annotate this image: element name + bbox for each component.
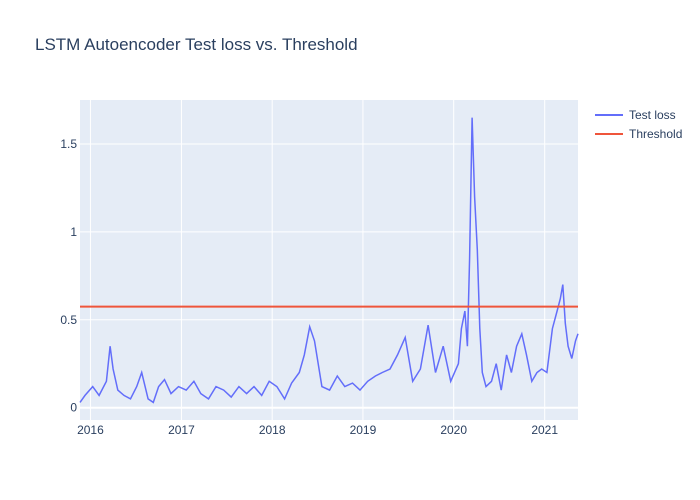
y-tick-label: 1.5	[60, 137, 77, 151]
x-tick-label: 2016	[77, 423, 104, 437]
y-tick-label: 0.5	[60, 313, 77, 327]
x-tick-label: 2017	[168, 423, 195, 437]
x-gridlines	[89, 100, 546, 420]
x-tick-labels: 2016 2017 2018 2019 2020 2021	[77, 423, 558, 437]
legend-label-threshold[interactable]: Threshold	[629, 127, 682, 141]
x-tick-label: 2020	[440, 423, 467, 437]
x-tick-label: 2019	[350, 423, 377, 437]
legend[interactable]: Test loss Threshold	[595, 108, 682, 141]
chart-title: LSTM Autoencoder Test loss vs. Threshold	[35, 35, 358, 54]
x-tick-label: 2021	[531, 423, 558, 437]
y-tick-labels: 0 0.5 1 1.5	[60, 137, 77, 415]
legend-label-test-loss[interactable]: Test loss	[629, 108, 676, 122]
series-test-loss-line	[79, 117, 579, 404]
y-tick-label: 0	[70, 401, 77, 415]
y-gridlines	[80, 143, 578, 409]
y-tick-label: 1	[70, 225, 77, 239]
x-tick-label: 2018	[259, 423, 286, 437]
